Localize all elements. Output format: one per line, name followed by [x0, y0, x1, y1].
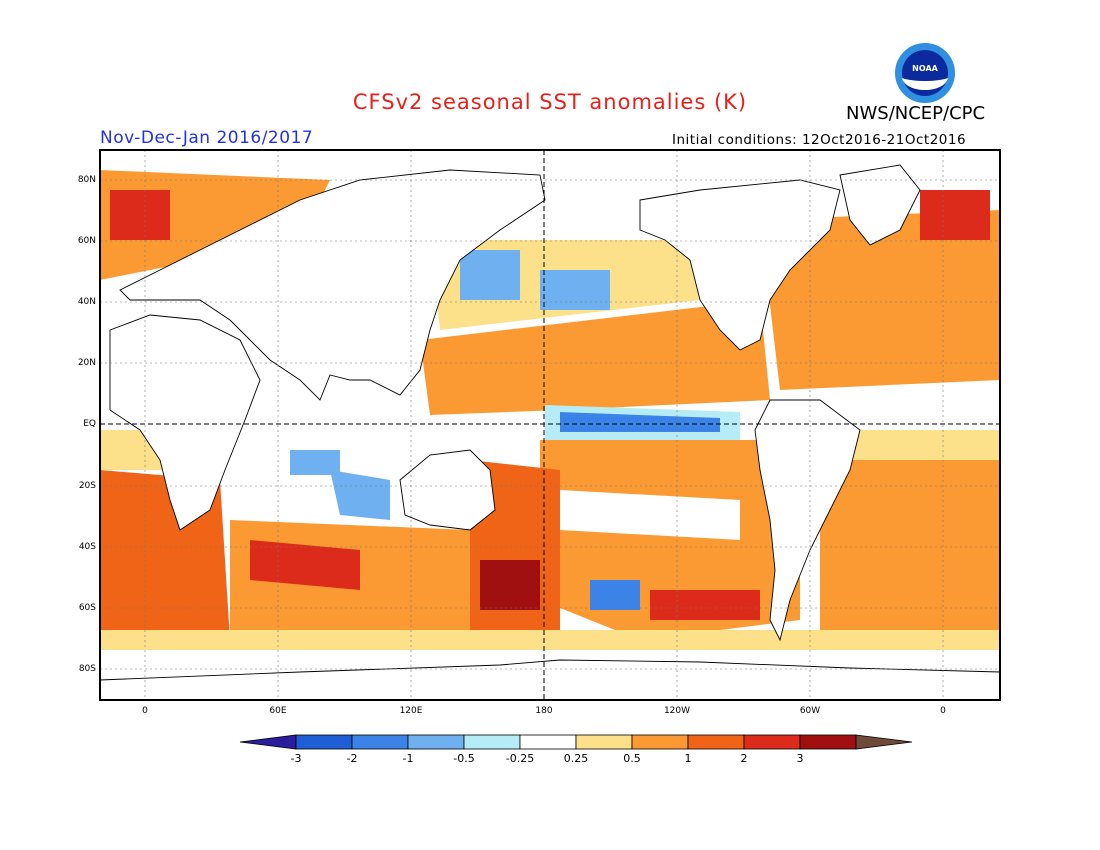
colorbar-segment — [463, 734, 521, 750]
lat-label: 40N — [77, 297, 96, 307]
lat-label: 20N — [77, 358, 96, 368]
colorbar-segment — [799, 734, 857, 750]
lon-label: 0 — [940, 706, 946, 716]
colorbar-segment — [519, 734, 577, 750]
colorbar-tick-label: 2 — [740, 752, 748, 765]
lon-label: 180 — [535, 706, 553, 716]
colorbar-tick-label: 3 — [796, 752, 804, 765]
colorbar-tick-label: 0.5 — [623, 752, 641, 765]
grid-lines — [100, 150, 1000, 700]
agency-label: NWS/NCEP/CPC — [846, 103, 986, 124]
lat-label: 80S — [78, 664, 96, 674]
continents — [100, 164, 1000, 700]
colorbar-segment — [743, 734, 801, 750]
colorbar-tick-label: -3 — [290, 752, 302, 765]
season-label: Nov-Dec-Jan 2016/2017 — [100, 128, 314, 148]
lat-label: 80N — [77, 175, 96, 185]
lat-label: 60N — [77, 236, 96, 246]
lon-label: 0 — [142, 706, 148, 716]
logo-text: NOAA — [912, 64, 938, 73]
lat-label: 60S — [78, 603, 96, 613]
map-frame — [99, 149, 1001, 701]
noaa-logo-icon: NOAA — [895, 43, 955, 103]
lon-label: 60W — [799, 706, 821, 716]
colorbar-segment — [631, 734, 689, 750]
colorbar-segment — [407, 734, 465, 750]
colorbar-tick-label: -0.25 — [505, 752, 535, 765]
lon-label: 120E — [399, 706, 423, 716]
colorbar-segment — [687, 734, 745, 750]
colorbar-tick-label: -0.5 — [453, 752, 475, 765]
lat-label: EQ — [83, 419, 96, 429]
colorbar-segment — [295, 734, 353, 750]
lat-label: 40S — [78, 542, 96, 552]
colorbar-tick-label: 0.25 — [563, 752, 589, 765]
colorbar — [239, 734, 913, 750]
colorbar-tick-label: -2 — [346, 752, 358, 765]
colorbar-segment — [575, 734, 633, 750]
lon-label: 120W — [663, 706, 691, 716]
page-title: CFSv2 seasonal SST anomalies (K) — [352, 90, 748, 114]
lat-label: 20S — [78, 481, 96, 491]
lon-label: 60E — [269, 706, 287, 716]
colorbar-tick-label: -1 — [402, 752, 414, 765]
colorbar-tick-label: 1 — [684, 752, 692, 765]
reference-lines — [100, 150, 1000, 700]
colorbar-segment — [351, 734, 409, 750]
colorbar-arrow-low — [239, 734, 297, 750]
colorbar-arrow-high — [855, 734, 913, 750]
initial-conditions-label: Initial conditions: 12Oct2016-21Oct2016 — [672, 132, 967, 148]
